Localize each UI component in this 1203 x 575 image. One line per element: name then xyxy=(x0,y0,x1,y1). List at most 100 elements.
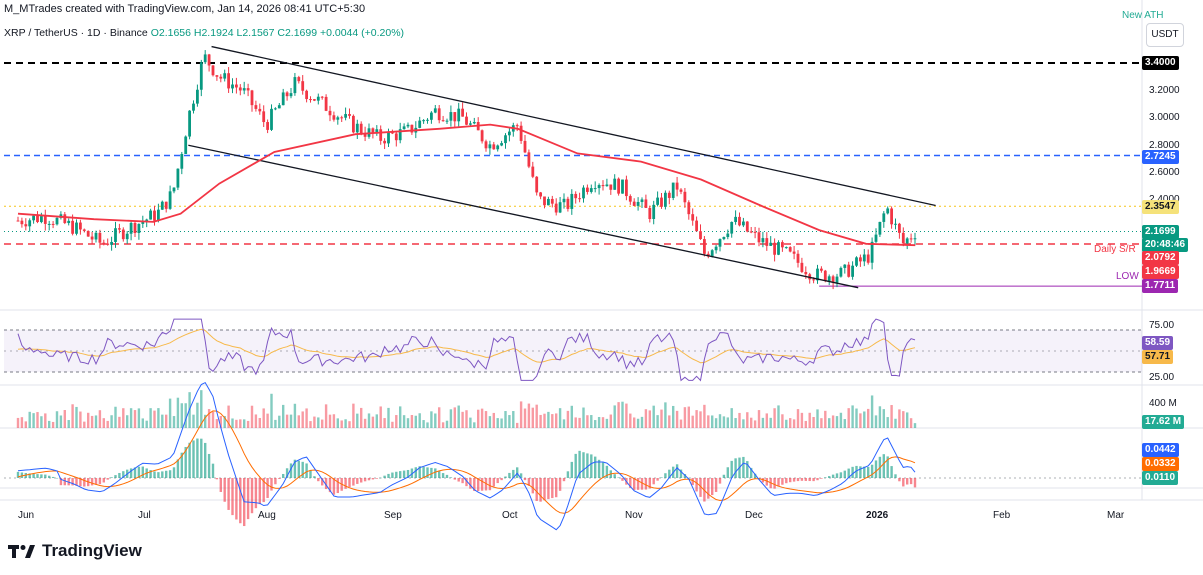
candle-body xyxy=(480,130,484,142)
macd-histogram-bar xyxy=(262,478,265,503)
macd-histogram-bar xyxy=(215,478,219,480)
candle-body xyxy=(246,88,250,91)
volume-bar xyxy=(831,415,835,428)
candle-body xyxy=(866,254,870,263)
candle-body xyxy=(266,122,269,130)
macd-histogram-bar xyxy=(356,478,359,484)
volume-bar xyxy=(297,415,300,428)
macd-histogram-bar xyxy=(640,478,644,490)
macd-histogram-bar xyxy=(137,466,141,478)
volume-bar xyxy=(800,412,804,428)
volume-bar xyxy=(555,413,558,428)
candle-body xyxy=(394,133,398,141)
candle-body xyxy=(913,238,917,240)
macd-histogram-bar xyxy=(629,478,632,488)
candle-body xyxy=(605,184,609,187)
volume-bar xyxy=(239,419,242,428)
candle-body xyxy=(441,120,445,122)
tradingview-logo[interactable]: TradingView xyxy=(8,541,142,561)
macd-histogram-bar xyxy=(266,478,269,498)
candle-body xyxy=(703,239,706,254)
volume-bar xyxy=(126,415,129,428)
volume-bar xyxy=(254,414,258,428)
time-tick: 2026 xyxy=(866,510,889,521)
volume-bar xyxy=(648,410,651,428)
candle-body xyxy=(566,198,570,209)
volume-bar xyxy=(59,415,63,428)
candle-body xyxy=(51,223,55,225)
macd-histogram-bar xyxy=(882,454,885,478)
candle-body xyxy=(262,111,266,123)
macd-histogram-bar xyxy=(796,478,800,482)
volume-bar xyxy=(44,413,47,428)
macd-histogram-bar xyxy=(870,464,874,478)
candle-body xyxy=(355,123,359,133)
candle-body xyxy=(344,114,347,118)
volume-bar xyxy=(906,412,909,428)
macd-histogram-bar xyxy=(906,478,909,485)
macd-histogram-bar xyxy=(792,478,796,482)
volume-bar xyxy=(102,418,105,428)
candle-body xyxy=(773,242,776,255)
candle-body xyxy=(379,129,383,141)
candle-body xyxy=(145,219,149,222)
macd-histogram-bar xyxy=(480,478,484,491)
candle-body xyxy=(289,93,293,97)
candle-body xyxy=(628,196,632,202)
currency-button[interactable]: USDT xyxy=(1146,23,1184,47)
tradingview-icon xyxy=(8,545,35,558)
candle-body xyxy=(617,178,620,194)
macd-histogram-bar xyxy=(621,478,624,481)
macd-histogram-bar xyxy=(16,471,20,478)
macd-histogram-bar xyxy=(48,475,51,478)
macd-histogram-bar xyxy=(504,476,507,478)
candle-body xyxy=(121,229,125,240)
volume-bar xyxy=(161,414,164,428)
volume-bar xyxy=(262,408,265,428)
volume-bar xyxy=(445,420,449,428)
macd-histogram-bar xyxy=(282,473,285,478)
macd-histogram-bar xyxy=(36,474,39,478)
volume-bar xyxy=(492,412,495,428)
macd-histogram-bar xyxy=(890,466,893,478)
volume-bar xyxy=(141,418,144,428)
macd-histogram-bar xyxy=(898,478,901,482)
volume-bar xyxy=(118,416,121,428)
candle-body xyxy=(457,108,461,122)
volume-bar xyxy=(410,415,414,428)
macd-histogram-bar xyxy=(551,478,554,499)
macd-histogram-bar xyxy=(492,478,495,487)
macd-histogram-bar xyxy=(40,474,43,478)
volume-bar xyxy=(664,402,667,428)
macd-histogram-bar xyxy=(582,452,585,478)
macd-histogram-bar xyxy=(289,463,293,478)
volume-bar xyxy=(722,416,726,428)
volume-bar xyxy=(504,411,507,428)
volume-bar xyxy=(258,417,261,428)
candle-body xyxy=(238,87,242,91)
candle-body xyxy=(149,210,152,220)
candle-body xyxy=(215,75,219,77)
symbol-name[interactable]: XRP / TetherUS · 1D · Binance xyxy=(4,27,148,39)
last-price-tag: 2.1699 xyxy=(1142,225,1179,239)
macd-histogram-bar xyxy=(695,478,698,492)
candle-body xyxy=(406,124,410,127)
candle-body xyxy=(180,153,184,169)
volume-bar xyxy=(547,411,550,428)
macd-histogram-bar xyxy=(461,478,464,484)
volume-bar xyxy=(789,418,792,428)
volume-bar xyxy=(430,411,433,428)
volume-bar xyxy=(184,403,187,428)
volume-bar xyxy=(508,415,511,428)
price-tick: 3.0000 xyxy=(1149,112,1180,123)
macd-histogram-bar xyxy=(434,468,437,478)
volume-bar xyxy=(196,402,199,428)
volume-bar xyxy=(734,418,737,428)
candle-body xyxy=(574,193,578,199)
candle-body xyxy=(640,199,644,202)
candle-body xyxy=(313,99,316,101)
candle-body xyxy=(843,264,847,268)
candle-body xyxy=(777,242,780,255)
macd-histogram-bar xyxy=(473,478,476,491)
